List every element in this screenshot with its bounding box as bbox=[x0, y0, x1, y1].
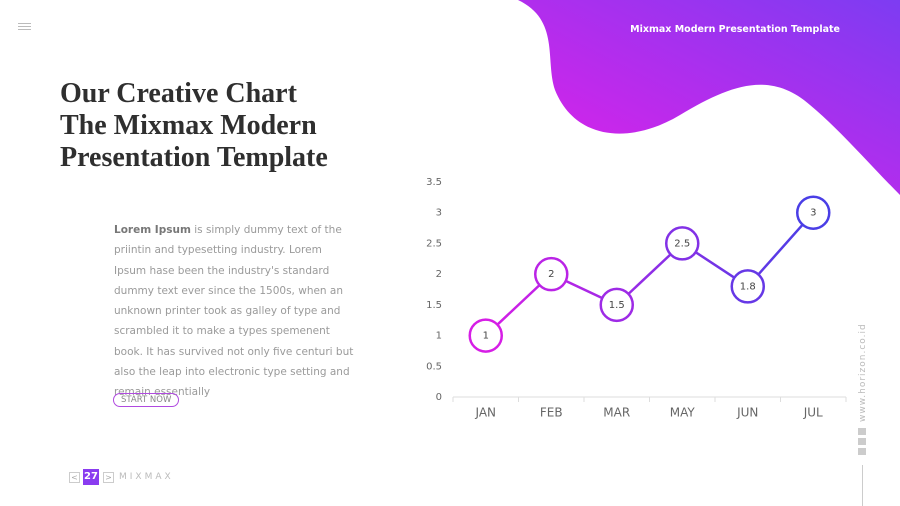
point bbox=[468, 318, 503, 353]
point bbox=[665, 226, 700, 261]
x-tick-label: JAN bbox=[474, 406, 496, 420]
next[interactable]: > bbox=[103, 472, 114, 483]
social-icons[interactable] bbox=[858, 428, 866, 458]
y-tick-label: 2.5 bbox=[426, 238, 442, 249]
page-number: 27 bbox=[83, 469, 99, 485]
y-tick-label: 1 bbox=[436, 331, 442, 342]
heading-line: Presentation Template bbox=[60, 142, 328, 173]
heading-line: The Mixmax Modern bbox=[60, 110, 317, 141]
header-title: Mixmax Modern Presentation Template bbox=[630, 24, 840, 35]
x-tick-label: JUN bbox=[736, 406, 758, 420]
y-tick-label: 3.5 bbox=[426, 177, 442, 188]
website: www.horizon.co.id bbox=[858, 323, 868, 422]
data-label: 1.5 bbox=[609, 300, 625, 311]
data-label: 1 bbox=[483, 331, 489, 342]
x-tick-label: FEB bbox=[540, 406, 563, 420]
body-text: Lorem Ipsum is simply dummy text of the … bbox=[114, 220, 354, 403]
point bbox=[599, 287, 634, 323]
button[interactable]: START NOW bbox=[113, 393, 180, 407]
brand: MIXMAX bbox=[119, 472, 174, 482]
lead: Lorem Ipsum bbox=[114, 224, 191, 236]
data-label: 2.5 bbox=[674, 238, 690, 249]
x-tick-label: MAR bbox=[603, 406, 630, 420]
menu-icon[interactable] bbox=[18, 23, 31, 30]
prev[interactable]: < bbox=[69, 472, 80, 483]
text: is simply dummy text of the priintin and… bbox=[114, 224, 354, 399]
point bbox=[534, 256, 569, 292]
y-tick-label: 1.5 bbox=[426, 300, 442, 311]
heading-line: Our Creative Chart bbox=[60, 78, 297, 109]
decor-blob bbox=[518, 0, 900, 195]
y-tick-label: 0 bbox=[436, 392, 442, 403]
y-tick-label: 0.5 bbox=[426, 361, 442, 372]
data-label: 1.8 bbox=[740, 281, 756, 292]
data-label: 3 bbox=[810, 208, 816, 219]
divider bbox=[862, 465, 863, 506]
y-tick-label: 3 bbox=[436, 208, 442, 219]
x-tick-label: MAY bbox=[670, 406, 696, 420]
data-label: 2 bbox=[548, 269, 554, 280]
point bbox=[796, 195, 831, 230]
heading: Our Creative Chart The Mixmax Modern Pre… bbox=[60, 78, 328, 174]
point bbox=[730, 269, 765, 304]
y-tick-label: 2 bbox=[436, 269, 442, 280]
x-tick-label: JUL bbox=[803, 406, 823, 420]
